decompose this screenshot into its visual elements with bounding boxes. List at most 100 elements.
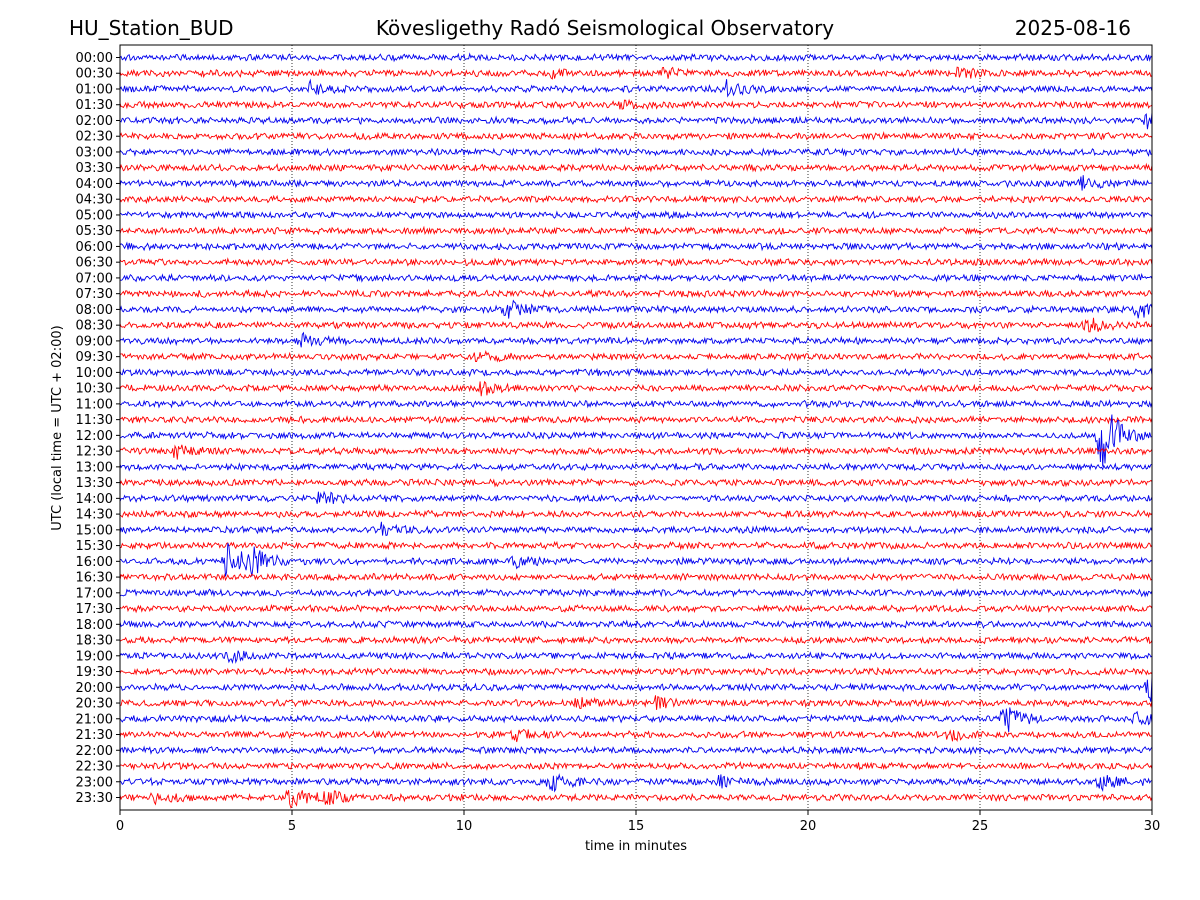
trace-0730 [119,288,1153,299]
trace-1530 [120,540,1153,551]
y-tick-label: 16:30 [76,571,113,586]
y-tick-label: 13:30 [76,476,113,491]
y-tick-label: 11:30 [76,413,113,428]
trace-2100 [119,707,1153,733]
y-tick-label: 17:00 [76,586,113,601]
y-tick-label: 15:00 [76,523,113,538]
trace-0830 [119,317,1153,333]
trace-1600 [119,542,1153,577]
x-tick-label: 20 [800,819,817,834]
trace-2330 [119,789,1153,809]
x-axis: 0 5 10 15 20 25 30 [116,810,1160,834]
plot-frame [119,44,1153,811]
trace-1330 [119,477,1153,488]
trace-1700 [119,587,1153,598]
y-tick-label: 14:30 [76,508,113,523]
y-tick-label: 06:30 [76,256,113,271]
y-tick-label: 00:30 [76,67,113,82]
y-tick-label: 02:30 [76,130,113,145]
trace-1100 [119,398,1153,409]
trace-2300 [119,773,1153,793]
trace-group [119,52,1153,809]
y-tick-label: 10:00 [76,366,113,381]
y-tick-label: 01:30 [76,98,113,113]
date-label: 2025-08-16 [1015,16,1131,40]
trace-1230 [119,444,1153,460]
y-tick-label: 20:30 [76,697,113,712]
trace-0530 [119,225,1153,236]
y-tick-label: 18:30 [76,634,113,649]
y-tick-label: 05:00 [76,208,113,223]
trace-0600 [119,241,1153,252]
trace-1730 [119,603,1153,614]
chart-title: Kövesligethy Radó Seismological Observat… [376,16,834,40]
x-axis-label: time in minutes [585,839,687,854]
y-tick-label: 09:00 [76,334,113,349]
y-tick-label: 04:00 [76,177,113,192]
x-tick-label: 15 [628,819,645,834]
trace-0700 [119,272,1153,283]
y-axis-label: UTC (local time = UTC + 02:00) [50,325,65,530]
trace-0330 [119,162,1153,173]
y-tick-label: 12:00 [76,429,113,444]
y-tick-label: 15:30 [76,539,113,554]
x-tick-label: 0 [116,819,124,834]
trace-2000 [119,676,1153,702]
y-tick-label: 18:00 [76,618,113,633]
x-tick-label: 5 [288,819,296,834]
trace-0100 [119,78,1153,98]
y-tick-label: 19:00 [76,649,113,664]
y-tick-label: 23:30 [76,791,113,806]
y-tick-label: 21:00 [76,712,113,727]
trace-0500 [119,210,1153,220]
y-tick-label: 08:00 [76,303,113,318]
y-tick-label: 04:30 [76,193,113,208]
y-tick-label: 20:00 [76,681,113,696]
trace-2230 [119,760,1153,772]
trace-0800 [119,299,1153,319]
trace-0230 [119,131,1153,142]
trace-0000 [119,52,1153,63]
trace-0200 [119,112,1153,130]
y-tick-label: 19:30 [76,665,113,680]
trace-0630 [119,257,1153,267]
y-axis: 00:0000:3001:0001:3002:0002:3003:0003:30… [76,51,120,806]
trace-0930 [119,350,1153,363]
y-tick-label: 22:00 [76,744,113,759]
trace-1630 [119,572,1153,582]
trace-1130 [119,415,1153,425]
trace-0300 [119,147,1153,157]
y-tick-label: 23:00 [76,775,113,790]
y-tick-label: 07:00 [76,271,113,286]
y-tick-label: 17:30 [76,602,113,617]
x-tick-label: 30 [1144,819,1161,834]
x-tick-label: 25 [972,819,989,834]
y-tick-label: 01:00 [76,82,113,97]
trace-1900 [119,650,1153,665]
trace-1830 [119,634,1153,645]
x-tick-label: 10 [456,819,473,834]
trace-0130 [119,98,1153,111]
y-tick-label: 03:30 [76,161,113,176]
y-tick-label: 05:30 [76,224,113,239]
y-tick-label: 11:00 [76,397,113,412]
trace-1800 [119,619,1153,630]
y-tick-label: 02:00 [76,114,113,129]
trace-1430 [119,509,1153,520]
y-tick-label: 22:30 [76,760,113,775]
trace-1300 [119,461,1153,472]
y-tick-label: 06:00 [76,240,113,255]
y-tick-label: 21:30 [76,728,113,743]
y-tick-label: 12:30 [76,445,113,460]
y-tick-label: 03:00 [76,145,113,160]
trace-1400 [119,490,1153,504]
trace-0900 [119,331,1153,348]
y-tick-label: 08:30 [76,319,113,334]
trace-2130 [119,728,1153,743]
y-tick-label: 00:00 [76,51,113,66]
trace-1930 [119,666,1153,677]
trace-0030 [119,66,1153,80]
trace-0400 [119,175,1153,191]
y-tick-label: 10:30 [76,382,113,397]
